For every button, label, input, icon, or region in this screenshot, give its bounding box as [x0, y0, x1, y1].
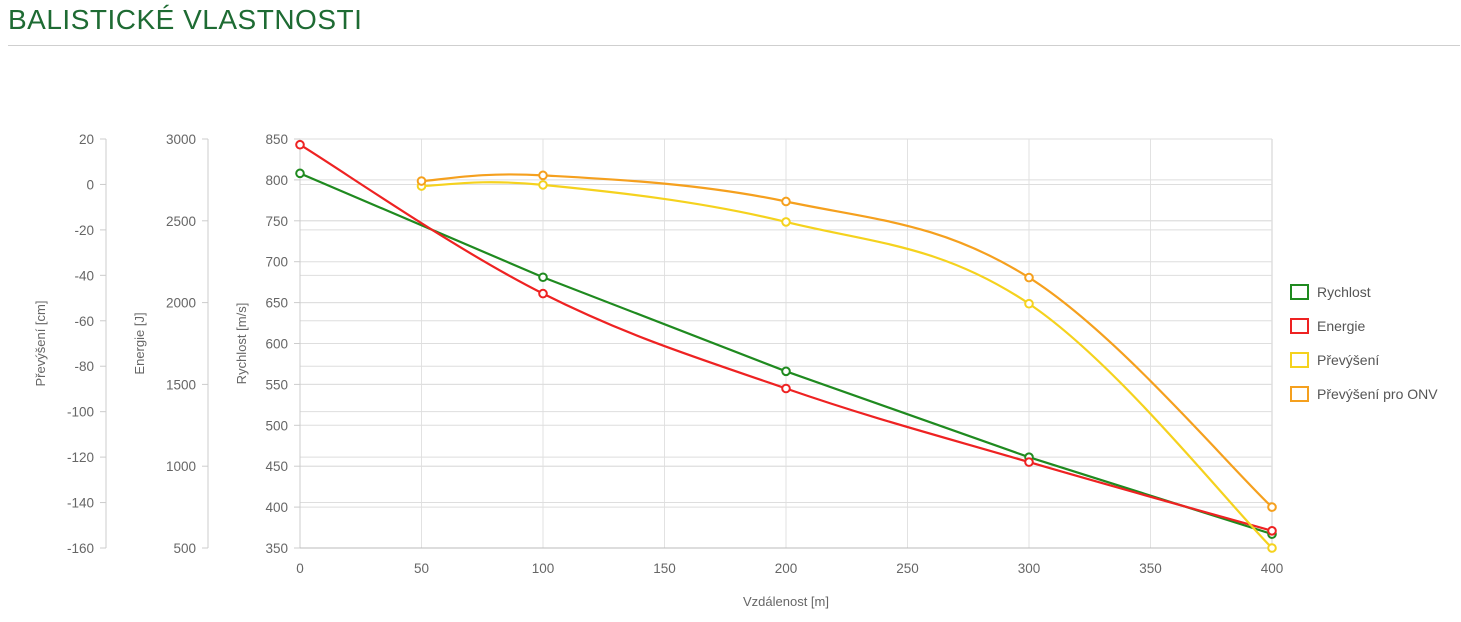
- drop-tick-label: -160: [67, 541, 94, 556]
- velocity-tick-label: 700: [265, 255, 288, 270]
- series-3-line: [421, 173, 1273, 508]
- legend-label: Převýšení pro ONV: [1317, 386, 1438, 402]
- series-3-point: [1024, 272, 1034, 283]
- series-3-point: [1267, 502, 1277, 512]
- plot-grid: [299, 138, 1273, 549]
- drop-tick-label: -60: [74, 314, 94, 329]
- page-title: BALISTICKÉ VLASTNOSTI: [8, 4, 363, 35]
- series-1-point: [1024, 457, 1034, 467]
- series-3-point: [538, 170, 548, 181]
- legend-label: Rychlost: [1317, 284, 1371, 300]
- x-axis-title: Vzdálenost [m]: [743, 594, 829, 609]
- drop-axis-title: Převýšení [cm]: [33, 301, 48, 387]
- energy-tick-label: 2000: [166, 296, 196, 311]
- drop-tick-label: -40: [74, 268, 94, 283]
- velocity-tick-label: 500: [265, 418, 288, 433]
- velocity-axis-title: Rychlost [m/s]: [234, 303, 249, 385]
- velocity-tick-label: 750: [265, 214, 288, 229]
- energy-tick-label: 1500: [166, 377, 196, 392]
- drop-tick-label: 0: [86, 177, 94, 192]
- drop-tick-label: -80: [74, 359, 94, 374]
- velocity-tick-label: 550: [265, 377, 288, 392]
- series-3-point: [781, 196, 791, 207]
- legend-swatch: [1290, 352, 1309, 368]
- series-2-point: [1024, 298, 1034, 309]
- series-2-point: [538, 180, 548, 190]
- legend-label: Energie: [1317, 318, 1365, 334]
- series-0-point: [295, 168, 305, 179]
- drop-tick-label: -20: [74, 223, 94, 238]
- velocity-tick-label: 400: [265, 500, 288, 515]
- title-divider: [8, 45, 1460, 46]
- series-1-point: [1267, 526, 1277, 536]
- chart-axes: 0 50 100 150 200 250 300 350 4008508007507006506…: [33, 132, 1283, 609]
- chart-legend: Rychlost Energie Převýšení Převýšení pro ON…: [1290, 284, 1438, 402]
- x-tick-label: 150: [653, 561, 676, 576]
- legend-label: Převýšení: [1317, 352, 1379, 368]
- series-2-point: [1267, 543, 1277, 553]
- x-tick-label: 50: [414, 561, 429, 576]
- chart-series: [295, 139, 1277, 553]
- series-2-line: [421, 181, 1273, 549]
- legend-swatch: [1290, 318, 1309, 334]
- energy-tick-label: 500: [173, 541, 196, 556]
- x-tick-label: 100: [532, 561, 555, 576]
- series-3-point: [416, 176, 427, 186]
- x-tick-label: 300: [1018, 561, 1041, 576]
- drop-tick-label: 20: [79, 132, 94, 147]
- x-tick-label: 0: [296, 561, 304, 576]
- velocity-tick-label: 350: [265, 541, 288, 556]
- velocity-tick-label: 600: [265, 337, 288, 352]
- velocity-tick-label: 850: [265, 132, 288, 147]
- x-tick-label: 200: [775, 561, 798, 576]
- x-tick-label: 400: [1261, 561, 1284, 576]
- energy-tick-label: 1000: [166, 459, 196, 474]
- drop-tick-label: -140: [67, 496, 94, 511]
- series-1-point: [538, 288, 548, 299]
- energy-axis-title: Energie [J]: [132, 312, 147, 374]
- legend-swatch: [1290, 386, 1309, 402]
- series-1-point: [781, 383, 791, 394]
- x-tick-label: 250: [896, 561, 919, 576]
- series-1-point: [295, 139, 305, 150]
- series-0-point: [781, 366, 791, 377]
- velocity-tick-label: 650: [265, 296, 288, 311]
- legend-swatch: [1290, 284, 1309, 300]
- drop-tick-label: -100: [67, 405, 94, 420]
- energy-tick-label: 3000: [166, 132, 196, 147]
- x-tick-label: 350: [1139, 561, 1162, 576]
- energy-tick-label: 2500: [166, 214, 196, 229]
- series-2-point: [781, 217, 791, 227]
- velocity-tick-label: 800: [265, 173, 288, 188]
- series-0-point: [538, 272, 548, 283]
- velocity-tick-label: 450: [265, 459, 288, 474]
- drop-tick-label: -120: [67, 450, 94, 465]
